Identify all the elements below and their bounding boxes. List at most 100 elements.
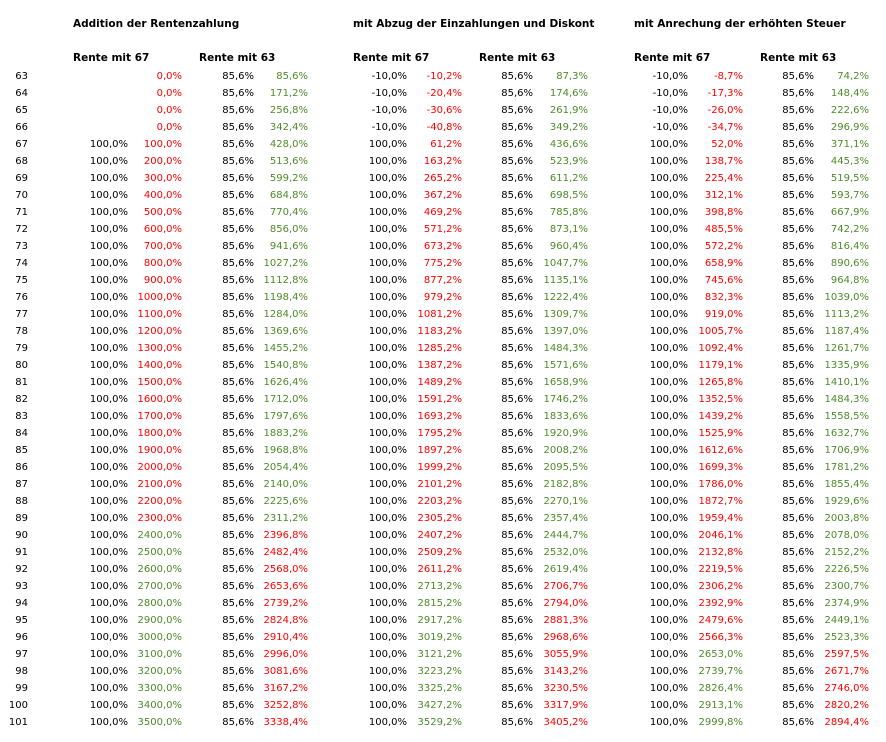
value-cell: 3300,0% <box>137 683 183 694</box>
value-cell: 85,6% <box>222 598 254 609</box>
value-cell: 3019,2% <box>417 632 463 643</box>
value-cell: 2407,2% <box>417 530 463 541</box>
value-cell: 85,6% <box>501 530 533 541</box>
value-cell: 85,6% <box>501 309 533 320</box>
value-cell: 296,9% <box>830 122 869 133</box>
value-cell: 2566,3% <box>698 632 744 643</box>
value-cell: 667,9% <box>830 207 869 218</box>
value-cell: 1591,2% <box>417 394 463 405</box>
value-cell: 3529,2% <box>417 717 463 728</box>
value-cell: 85,6% <box>222 207 254 218</box>
value-cell: 85,6% <box>501 88 533 99</box>
value-cell: 100,0% <box>368 479 407 490</box>
value-cell: 85,6% <box>501 258 533 269</box>
value-cell: 2003,8% <box>824 513 870 524</box>
value-cell: 85,6% <box>782 241 814 252</box>
value-cell: 100,0% <box>368 615 407 626</box>
value-cell: 800,0% <box>143 258 182 269</box>
subheader-g3-67: Rente mit 67 <box>634 52 711 64</box>
value-cell: 100,0% <box>368 462 407 473</box>
value-cell: 163,2% <box>423 156 462 167</box>
age-cell: 65 <box>15 105 28 116</box>
table-row: 95 100,0% 2900,0% 85,6% 2824,8% 100,0% 2917,2%… <box>0 612 886 629</box>
value-cell: 1135,1% <box>543 275 589 286</box>
table-row: 92 100,0% 2600,0% 85,6% 2568,0% 100,0% 2611,2%… <box>0 561 886 578</box>
table-row: 65 0,0% 85,6% 256,8% -10,0% -30,6% 85,6% 261,9%… <box>0 102 886 119</box>
value-cell: 85,6% <box>501 581 533 592</box>
value-cell: 3427,2% <box>417 700 463 711</box>
table-row: 74 100,0% 800,0% 85,6% 1027,2% 100,0% 775,2% 85… <box>0 255 886 272</box>
value-cell: 1540,8% <box>263 360 309 371</box>
value-cell: 100,0% <box>368 411 407 422</box>
value-cell: 960,4% <box>549 241 588 252</box>
value-cell: 2739,2% <box>263 598 309 609</box>
value-cell: 1455,2% <box>263 343 309 354</box>
value-cell: 1658,9% <box>543 377 589 388</box>
value-cell: 85,6% <box>782 224 814 235</box>
value-cell: 873,1% <box>549 224 588 235</box>
table-row: 90 100,0% 2400,0% 85,6% 2396,8% 100,0% 2407,2%… <box>0 527 886 544</box>
value-cell: 100,0% <box>89 326 128 337</box>
value-cell: 100,0% <box>368 258 407 269</box>
value-cell: 74,2% <box>837 71 869 82</box>
value-cell: 3500,0% <box>137 717 183 728</box>
value-cell: 100,0% <box>649 377 688 388</box>
value-cell: 100,0% <box>649 530 688 541</box>
value-cell: 200,0% <box>143 156 182 167</box>
value-cell: 100,0% <box>649 326 688 337</box>
table-row: 72 100,0% 600,0% 85,6% 856,0% 100,0% 571,2% 85,… <box>0 221 886 238</box>
table-row: 77 100,0% 1100,0% 85,6% 1284,0% 100,0% 1081,2%… <box>0 306 886 323</box>
value-cell: 742,2% <box>830 224 869 235</box>
value-cell: 85,6% <box>782 292 814 303</box>
value-cell: 100,0% <box>649 224 688 235</box>
value-cell: 85,6% <box>222 122 254 133</box>
value-cell: 2392,9% <box>698 598 744 609</box>
value-cell: 85,6% <box>501 632 533 643</box>
value-cell: 85,6% <box>501 173 533 184</box>
value-cell: 100,0% <box>89 156 128 167</box>
value-cell: 2713,2% <box>417 581 463 592</box>
value-cell: 1797,6% <box>263 411 309 422</box>
value-cell: 85,6% <box>501 649 533 660</box>
value-cell: 85,6% <box>782 666 814 677</box>
value-cell: -10,0% <box>652 105 688 116</box>
table-row: 84 100,0% 1800,0% 85,6% 1883,2% 100,0% 1795,2%… <box>0 425 886 442</box>
value-cell: 85,6% <box>782 649 814 660</box>
age-cell: 83 <box>15 411 28 422</box>
value-cell: 2000,0% <box>137 462 183 473</box>
value-cell: 1693,2% <box>417 411 463 422</box>
value-cell: 523,9% <box>549 156 588 167</box>
value-cell: 611,2% <box>549 173 588 184</box>
value-cell: 100,0% <box>89 513 128 524</box>
value-cell: 85,6% <box>501 71 533 82</box>
age-cell: 81 <box>15 377 28 388</box>
value-cell: 100,0% <box>89 615 128 626</box>
value-cell: 100,0% <box>89 598 128 609</box>
value-cell: 85,6% <box>501 394 533 405</box>
age-cell: 77 <box>15 309 28 320</box>
value-cell: 770,4% <box>269 207 308 218</box>
value-cell: 513,6% <box>269 156 308 167</box>
value-cell: 85,6% <box>222 258 254 269</box>
value-cell: 2619,4% <box>543 564 589 575</box>
value-cell: 100,0% <box>649 717 688 728</box>
value-cell: 1489,2% <box>417 377 463 388</box>
value-cell: 100,0% <box>89 343 128 354</box>
value-cell: 100,0% <box>89 377 128 388</box>
table-row: 94 100,0% 2800,0% 85,6% 2739,2% 100,0% 2815,2%… <box>0 595 886 612</box>
table-row: 101 100,0% 3500,0% 85,6% 3338,4% 100,0% 3529,2… <box>0 714 886 731</box>
value-cell: 2600,0% <box>137 564 183 575</box>
age-cell: 80 <box>15 360 28 371</box>
value-cell: 3167,2% <box>263 683 309 694</box>
value-cell: 1883,2% <box>263 428 309 439</box>
value-cell: 100,0% <box>649 615 688 626</box>
value-cell: 1397,0% <box>543 326 589 337</box>
value-cell: 85,6% <box>782 326 814 337</box>
value-cell: 85,6% <box>222 649 254 660</box>
value-cell: 85,6% <box>222 156 254 167</box>
value-cell: 2374,9% <box>824 598 870 609</box>
table-row: 63 0,0% 85,6% 85,6% -10,0% -10,2% 85,6% 87,3% -1… <box>0 68 886 85</box>
value-cell: 312,1% <box>704 190 743 201</box>
value-cell: 100,0% <box>368 445 407 456</box>
value-cell: 1400,0% <box>137 360 183 371</box>
